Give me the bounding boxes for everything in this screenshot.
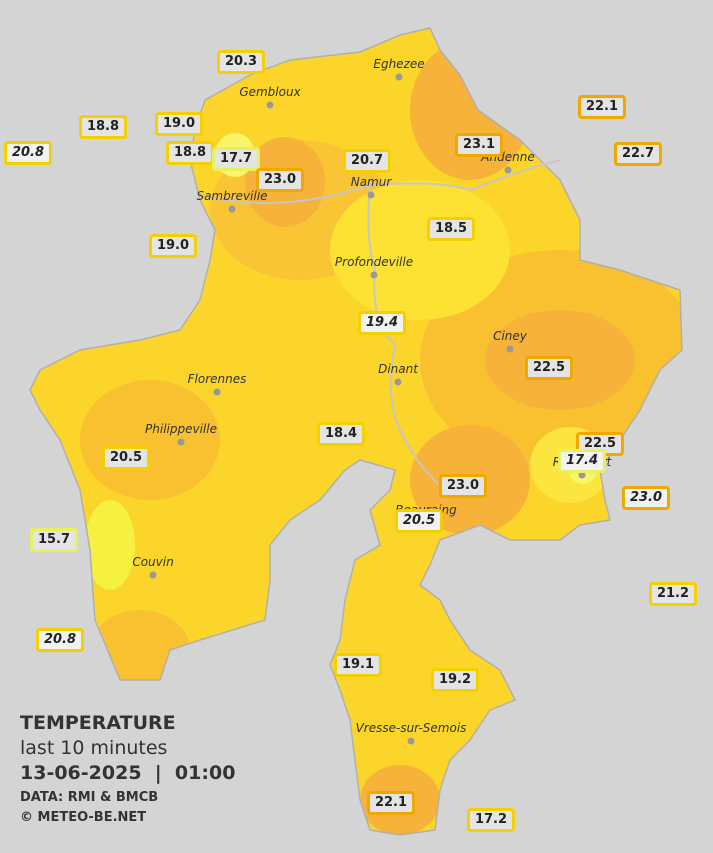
station-value: 22.5 bbox=[524, 356, 574, 380]
station-value: 21.2 bbox=[648, 582, 698, 606]
town-label: Profondeville bbox=[334, 255, 414, 269]
station-value: 23.1 bbox=[454, 133, 504, 157]
station-value: 17.4 bbox=[557, 449, 607, 473]
station-value: 18.8 bbox=[165, 141, 215, 165]
station-value: 19.4 bbox=[357, 311, 407, 335]
station-value: 23.0 bbox=[255, 168, 305, 192]
legend-period: last 10 minutes bbox=[20, 737, 168, 759]
town-dot bbox=[578, 471, 586, 479]
station-value: 22.1 bbox=[366, 791, 416, 815]
town-dot bbox=[370, 271, 378, 279]
station-value: 20.8 bbox=[35, 628, 85, 652]
station-value: 18.4 bbox=[316, 422, 366, 446]
station-value: 19.1 bbox=[333, 653, 383, 677]
station-value: 19.0 bbox=[148, 234, 198, 258]
town-dot bbox=[266, 101, 274, 109]
station-value: 23.0 bbox=[621, 486, 671, 510]
town-dot bbox=[177, 438, 185, 446]
town-dot bbox=[504, 166, 512, 174]
station-value: 19.0 bbox=[154, 112, 204, 136]
station-value: 20.5 bbox=[101, 446, 151, 470]
station-value: 20.7 bbox=[342, 149, 392, 173]
town-label: Gembloux bbox=[239, 85, 301, 99]
legend-title: TEMPERATURE bbox=[20, 712, 176, 734]
town-dot bbox=[213, 388, 221, 396]
town-label: Sambreville bbox=[196, 189, 268, 203]
town-label: Florennes bbox=[187, 372, 247, 386]
town-label: Vresse-sur-Semois bbox=[355, 721, 467, 735]
town-label: Ciney bbox=[493, 329, 527, 343]
station-value: 20.5 bbox=[394, 509, 444, 533]
town-dot bbox=[149, 571, 157, 579]
station-value: 22.7 bbox=[613, 142, 663, 166]
legend-source: DATA: RMI & BMCB bbox=[20, 790, 159, 805]
station-value: 22.1 bbox=[577, 95, 627, 119]
town-dot bbox=[394, 378, 402, 386]
station-value: 15.7 bbox=[29, 528, 79, 552]
station-value: 23.0 bbox=[438, 474, 488, 498]
town-label: Namur bbox=[350, 175, 392, 189]
station-value: 20.8 bbox=[3, 141, 53, 165]
town-dot bbox=[228, 205, 236, 213]
town-label: Eghezee bbox=[373, 57, 425, 71]
town-dot bbox=[407, 737, 415, 745]
town-dot bbox=[367, 191, 375, 199]
town-label: Philippeville bbox=[145, 422, 217, 436]
station-value: 18.8 bbox=[78, 115, 128, 139]
station-value: 17.2 bbox=[466, 808, 516, 832]
legend-datetime: 13-06-2025 | 01:00 bbox=[20, 762, 236, 784]
town-dot bbox=[506, 345, 514, 353]
station-value: 17.7 bbox=[211, 147, 261, 171]
station-value: 19.2 bbox=[430, 668, 480, 692]
river bbox=[199, 159, 561, 204]
town-label: Couvin bbox=[132, 555, 174, 569]
river bbox=[367, 184, 446, 491]
town-dot bbox=[395, 73, 403, 81]
station-value: 20.3 bbox=[216, 50, 266, 74]
station-value: 18.5 bbox=[426, 217, 476, 241]
legend-copyright: © METEO-BE.NET bbox=[20, 810, 147, 825]
town-label: Dinant bbox=[378, 362, 418, 376]
